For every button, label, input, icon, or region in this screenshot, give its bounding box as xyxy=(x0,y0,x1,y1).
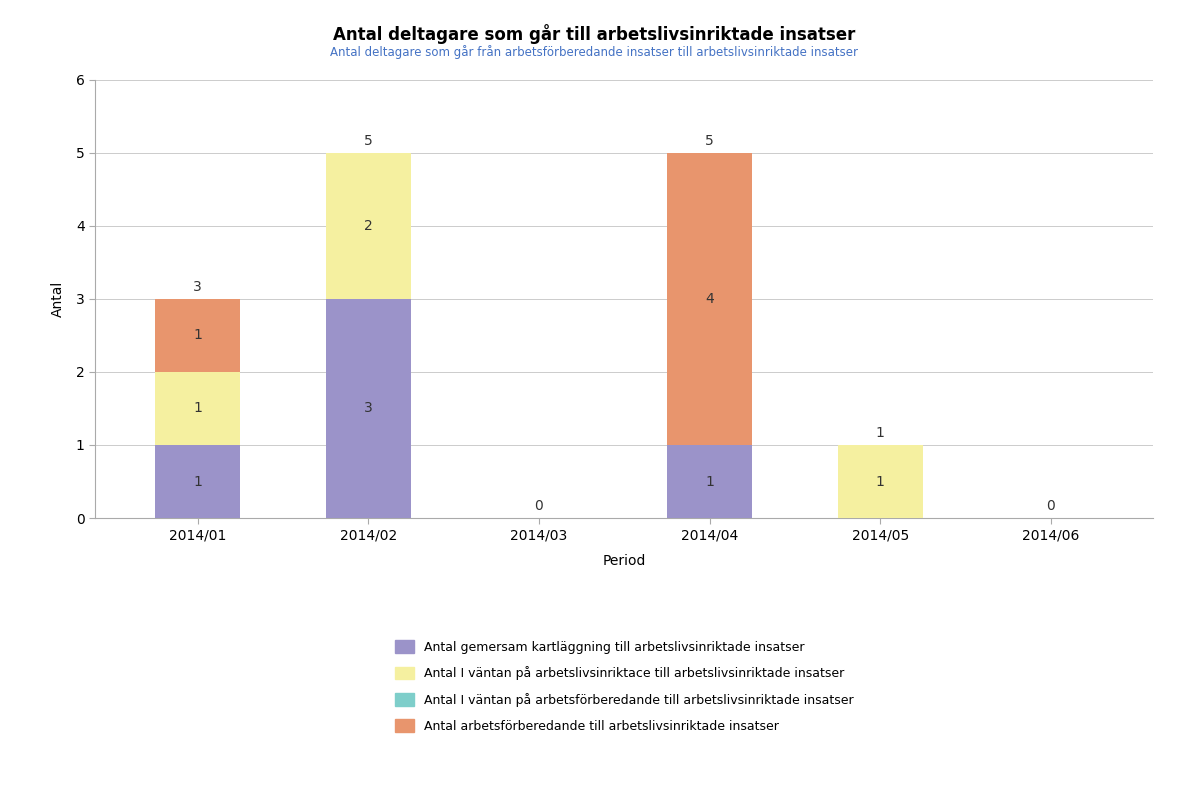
Bar xyxy=(155,299,240,372)
Text: 4: 4 xyxy=(705,292,713,306)
Text: Antal deltagare som går från arbetsförberedande insatser till arbetslivsinriktad: Antal deltagare som går från arbetsförbe… xyxy=(331,45,858,59)
Text: 2: 2 xyxy=(364,219,372,233)
Y-axis label: Antal: Antal xyxy=(51,281,64,317)
X-axis label: Period: Period xyxy=(603,554,646,567)
Text: Antal deltagare som går till arbetslivsinriktade insatser: Antal deltagare som går till arbetslivsi… xyxy=(333,24,856,44)
Text: 1: 1 xyxy=(193,474,202,489)
Text: 1: 1 xyxy=(876,426,885,440)
Text: 0: 0 xyxy=(535,499,543,513)
Bar xyxy=(667,445,753,518)
Text: 3: 3 xyxy=(193,280,202,294)
Bar xyxy=(326,299,411,518)
Text: 0: 0 xyxy=(1046,499,1056,513)
Text: 1: 1 xyxy=(876,474,885,489)
Bar xyxy=(155,445,240,518)
Bar xyxy=(326,153,411,299)
Text: 5: 5 xyxy=(364,134,372,147)
Bar xyxy=(155,372,240,445)
Text: 1: 1 xyxy=(193,402,202,415)
Text: 3: 3 xyxy=(364,402,372,415)
Legend: Antal gemersam kartläggning till arbetslivsinriktade insatser, Antal I väntan på: Antal gemersam kartläggning till arbetsl… xyxy=(389,634,860,739)
Bar xyxy=(667,153,753,445)
Text: 5: 5 xyxy=(705,134,713,147)
Text: 1: 1 xyxy=(193,328,202,343)
Text: 1: 1 xyxy=(705,474,715,489)
Bar xyxy=(837,445,923,518)
